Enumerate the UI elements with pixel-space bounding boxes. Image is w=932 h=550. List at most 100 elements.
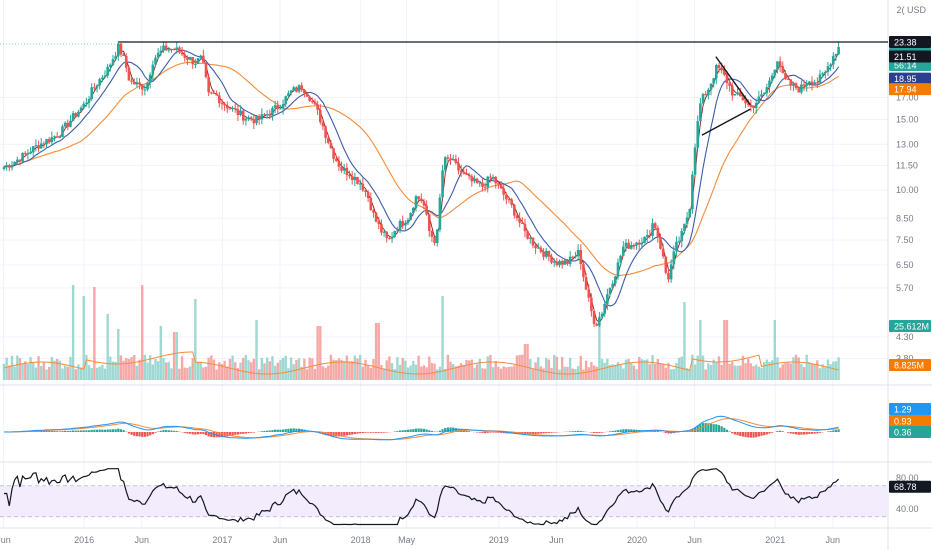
volume-bar <box>805 354 808 380</box>
volume-bar <box>106 314 109 380</box>
candle-body <box>619 255 622 263</box>
macd-histogram-bar <box>462 430 465 432</box>
volume-bar <box>566 366 569 380</box>
volume-bar <box>444 368 447 380</box>
volume-bar <box>151 364 155 380</box>
volume-bar <box>563 366 567 380</box>
volume-bar <box>797 357 800 380</box>
volume-bar <box>603 362 606 380</box>
macd-histogram-bar <box>412 429 415 432</box>
macd-histogram-bar <box>191 432 194 435</box>
volume-bar <box>632 365 636 380</box>
volume-bar <box>677 357 681 380</box>
volume-bar <box>417 355 420 380</box>
macd-histogram-bar <box>85 430 88 432</box>
volume-bar <box>534 362 537 380</box>
volume-bar <box>720 364 723 380</box>
volume-bar <box>34 367 38 380</box>
pattern-triangle-upper <box>715 56 751 106</box>
volume-bar <box>13 366 16 380</box>
volume-bar <box>648 364 652 380</box>
candle-body <box>709 83 713 90</box>
rsi-tick-label: 80.00 <box>896 473 919 483</box>
volume-bar <box>467 360 471 380</box>
candle-body <box>792 83 795 86</box>
volume-bar <box>329 354 333 380</box>
volume-bar <box>231 355 234 380</box>
candle-body <box>332 148 335 159</box>
candle-body <box>175 47 179 50</box>
volume-bar <box>316 326 319 380</box>
currency-label[interactable]: 2( USD <box>896 5 926 15</box>
macd-signal-badge-bg <box>889 415 931 427</box>
macd-histogram-bar <box>457 428 460 432</box>
volume-bar <box>821 364 824 380</box>
macd-histogram-bar <box>739 432 742 436</box>
macd-histogram-bar <box>274 429 277 432</box>
candle-body <box>794 83 798 89</box>
volume-bar <box>428 356 431 380</box>
macd-histogram-bar <box>776 430 779 432</box>
macd-histogram-bar <box>813 432 816 434</box>
volume-bar <box>343 360 346 380</box>
volume-bar <box>473 367 476 380</box>
macd-histogram-bar <box>66 430 69 432</box>
candle-body <box>664 256 668 273</box>
time-tick-label: Jun <box>134 535 149 545</box>
currency-prefix: 2( <box>896 5 905 15</box>
macd-histogram-bar <box>707 423 710 432</box>
volume-bar <box>199 361 202 380</box>
macd-histogram-bar <box>794 432 798 435</box>
candle-body <box>781 66 785 74</box>
macd-histogram-bar <box>119 429 123 432</box>
candle-body <box>600 313 604 318</box>
macd-histogram-bar <box>483 432 487 434</box>
candle-body <box>518 218 521 223</box>
volume-bar <box>715 361 718 380</box>
volume-bar <box>691 354 694 380</box>
price-tick-label: 15.00 <box>896 114 919 124</box>
volume-bar <box>164 362 168 380</box>
volume-bar <box>114 361 117 380</box>
candle-body <box>608 287 612 295</box>
macd-histogram-bar <box>337 432 341 437</box>
volume-bar <box>284 355 287 380</box>
ma-slow-line <box>3 61 839 276</box>
macd-histogram-bar <box>489 432 492 433</box>
candle-body <box>826 66 830 72</box>
macd-histogram-bar <box>765 432 768 435</box>
volume-bar <box>319 326 322 380</box>
macd-histogram-bar <box>792 432 795 434</box>
candle-body <box>382 231 386 233</box>
macd-histogram-bar <box>173 430 176 432</box>
macd-histogram-bar <box>832 430 835 432</box>
volume-bar <box>723 320 726 380</box>
candle-body <box>324 126 327 138</box>
candle-body <box>831 56 835 65</box>
volume-bar <box>552 354 556 380</box>
volume-bar <box>26 364 30 380</box>
volume-bar <box>388 356 391 380</box>
volume-bar <box>619 365 622 380</box>
macd-histogram-bar <box>797 432 800 435</box>
candle-body <box>760 94 763 97</box>
macd-hist-badge: 0.36 <box>894 428 912 438</box>
candle-body <box>723 70 726 75</box>
candle-body <box>372 210 375 213</box>
volume-bar <box>393 369 396 380</box>
macd-histogram-bar <box>122 430 125 432</box>
candle-body <box>712 78 715 84</box>
macd-histogram-bar <box>709 423 713 432</box>
macd-histogram-bar <box>218 432 221 438</box>
macd-histogram-bar <box>672 432 675 434</box>
macd-histogram-bar <box>526 432 529 435</box>
candle-body <box>808 81 811 84</box>
volume-bar <box>242 357 245 380</box>
candle-body <box>574 256 577 258</box>
candle-body <box>606 294 609 304</box>
candle-body <box>71 113 75 121</box>
volume-bar <box>768 361 771 380</box>
candle-body <box>271 107 274 116</box>
